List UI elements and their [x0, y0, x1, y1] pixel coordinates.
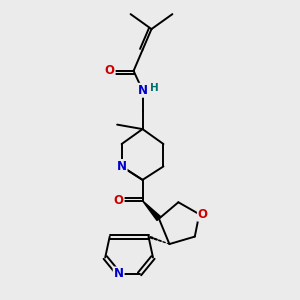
Text: N: N — [117, 160, 127, 173]
Text: H: H — [149, 83, 158, 93]
Text: O: O — [114, 194, 124, 207]
Text: O: O — [198, 208, 208, 221]
Text: O: O — [105, 64, 115, 77]
Text: N: N — [137, 84, 148, 97]
Polygon shape — [142, 201, 161, 220]
Text: N: N — [114, 267, 124, 280]
